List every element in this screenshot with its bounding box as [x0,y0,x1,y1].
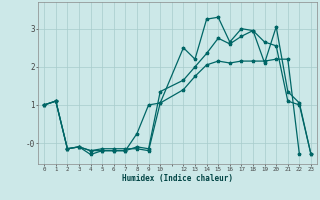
X-axis label: Humidex (Indice chaleur): Humidex (Indice chaleur) [122,174,233,183]
